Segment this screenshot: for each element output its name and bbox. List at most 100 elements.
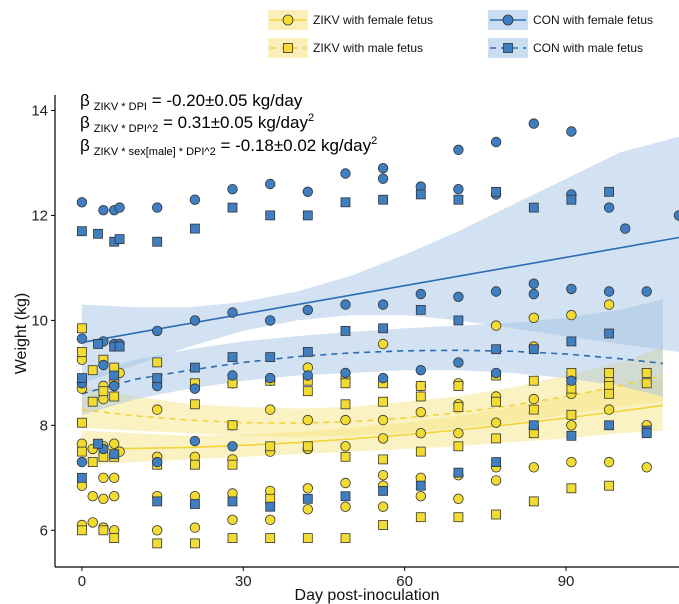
data-point bbox=[76, 456, 88, 468]
data-point bbox=[302, 186, 314, 198]
data-point bbox=[491, 344, 502, 355]
data-point bbox=[340, 399, 351, 410]
data-point bbox=[415, 391, 426, 402]
data-point bbox=[453, 381, 464, 391]
x-tick-label: 0 bbox=[78, 573, 86, 590]
data-point bbox=[566, 409, 577, 420]
x-axis-title: Day post-inoculation bbox=[295, 587, 440, 604]
data-point bbox=[528, 344, 539, 355]
data-point bbox=[189, 459, 200, 470]
data-point bbox=[114, 234, 125, 245]
data-point bbox=[566, 283, 577, 295]
data-point bbox=[453, 467, 464, 478]
data-point bbox=[415, 288, 427, 300]
band-3 bbox=[81, 136, 679, 384]
data-point bbox=[603, 456, 615, 468]
data-point bbox=[415, 512, 426, 523]
data-points bbox=[76, 118, 679, 549]
data-point bbox=[415, 428, 427, 439]
data-point bbox=[77, 226, 87, 237]
data-point bbox=[87, 396, 98, 407]
data-point bbox=[189, 223, 200, 234]
data-point bbox=[227, 370, 238, 381]
data-point bbox=[98, 204, 109, 216]
fit-line-3 bbox=[81, 236, 679, 344]
data-point bbox=[603, 202, 615, 213]
data-point bbox=[302, 414, 314, 426]
data-point bbox=[265, 501, 276, 512]
data-point bbox=[604, 186, 614, 197]
annotation: β ZIKV * DPI^2 = 0.31±0.05 kg/day2 bbox=[80, 112, 314, 135]
confidence-bands bbox=[81, 136, 679, 465]
data-point bbox=[227, 514, 238, 526]
data-point bbox=[566, 126, 577, 137]
data-point bbox=[490, 367, 502, 379]
data-point bbox=[566, 309, 577, 321]
legend-label: CON with male fetus bbox=[533, 41, 643, 55]
data-point bbox=[265, 352, 276, 363]
data-point bbox=[108, 380, 120, 392]
data-point bbox=[265, 404, 276, 415]
data-point bbox=[641, 378, 652, 389]
data-point bbox=[77, 525, 87, 536]
data-point bbox=[453, 428, 464, 439]
x-tick-label: 30 bbox=[235, 573, 252, 590]
data-point bbox=[302, 483, 314, 494]
data-point bbox=[189, 538, 200, 549]
legend-key-marker bbox=[282, 14, 294, 26]
data-point bbox=[227, 441, 238, 452]
data-point bbox=[378, 323, 389, 334]
data-point bbox=[378, 520, 389, 530]
x-tick-label: 90 bbox=[558, 573, 575, 590]
data-point bbox=[491, 396, 502, 407]
data-point bbox=[227, 459, 238, 470]
data-point bbox=[76, 333, 88, 344]
data-point bbox=[340, 451, 351, 462]
data-point bbox=[377, 173, 389, 184]
data-point bbox=[189, 499, 200, 509]
data-point bbox=[189, 383, 201, 394]
x-tick-label: 60 bbox=[396, 573, 413, 590]
data-point bbox=[302, 441, 313, 452]
data-point bbox=[77, 323, 87, 334]
data-point bbox=[377, 372, 389, 384]
data-point bbox=[566, 194, 577, 205]
data-point bbox=[227, 183, 238, 195]
data-point bbox=[603, 404, 615, 415]
data-point bbox=[453, 512, 464, 523]
data-point bbox=[152, 373, 163, 384]
data-point bbox=[151, 202, 163, 213]
data-point bbox=[98, 493, 109, 505]
y-tick-label: 10 bbox=[31, 312, 48, 329]
data-point bbox=[98, 472, 109, 484]
data-point bbox=[566, 336, 577, 347]
data-point bbox=[566, 430, 577, 441]
data-point bbox=[378, 194, 389, 205]
data-point bbox=[340, 325, 351, 336]
data-point bbox=[528, 278, 540, 289]
y-axis-title: Weight (kg) bbox=[13, 293, 30, 375]
legend-key-marker bbox=[283, 43, 293, 53]
data-point bbox=[109, 370, 120, 381]
data-point bbox=[528, 393, 540, 405]
data-point bbox=[528, 496, 539, 507]
data-point bbox=[151, 404, 163, 415]
data-point bbox=[108, 472, 120, 484]
data-point bbox=[152, 538, 163, 549]
band-2 bbox=[81, 346, 663, 437]
data-point bbox=[377, 433, 389, 444]
data-point bbox=[189, 315, 201, 326]
legend-key-marker bbox=[502, 14, 514, 26]
data-point bbox=[302, 210, 313, 221]
data-point bbox=[340, 299, 351, 310]
data-point bbox=[302, 504, 314, 515]
data-point bbox=[604, 328, 614, 339]
data-point bbox=[265, 210, 276, 221]
data-point bbox=[604, 480, 614, 491]
data-point bbox=[302, 370, 314, 381]
data-point bbox=[453, 357, 464, 368]
data-point bbox=[87, 457, 98, 468]
data-point bbox=[490, 320, 502, 331]
data-point bbox=[415, 480, 426, 491]
data-point bbox=[604, 367, 614, 378]
